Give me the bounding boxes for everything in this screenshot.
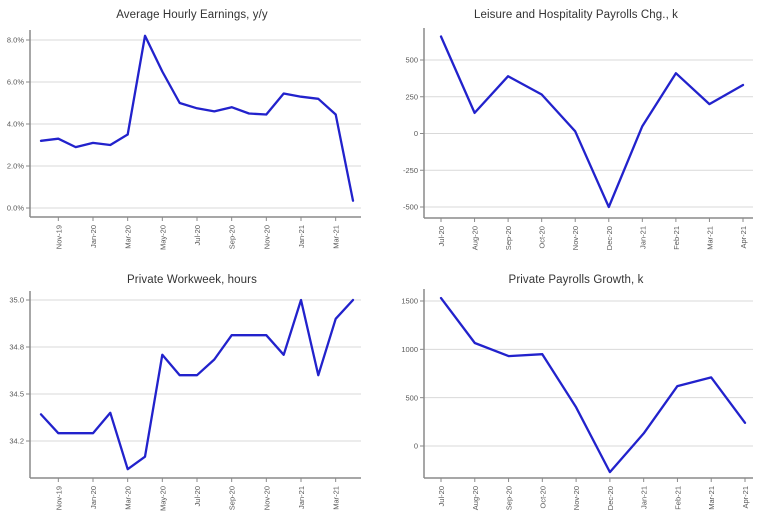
x-axis-label: Nov-19: [54, 225, 63, 249]
chart-private-payrolls-growth: Private Payrolls Growth, k 0 500 1000 1500 J…: [384, 258, 768, 517]
x-axis-label: Nov-19: [54, 486, 63, 510]
x-axis-label: Oct-20: [538, 226, 547, 249]
y-axis-label: -250: [403, 166, 418, 175]
x-axis-label: Jul-20: [193, 225, 202, 245]
chart-title: Private Workweek, hours: [127, 274, 257, 286]
x-axis-label: Sep-20: [504, 226, 513, 250]
y-axis-label: 500: [405, 393, 418, 402]
y-axis-label: -500: [403, 203, 418, 212]
chart-average-hourly-earnings: Average Hourly Earnings, y/y 0.0% 2.0% 4.0…: [0, 0, 384, 258]
data-series-line: [439, 296, 747, 474]
average-hourly-earnings-chart-canvas: 0.0% 2.0% 4.0% 6.0% 8.0% Nov-19 Jan-20 Mar-20 Ma…: [7, 30, 361, 250]
x-axis-label: Jan-21: [297, 486, 306, 509]
x-axis-label: Dec-20: [606, 486, 615, 510]
chart-private-workweek: Private Workweek, hours 34.2 34.5 34.8 35.0…: [0, 258, 384, 517]
y-axis-label: 1500: [401, 297, 418, 306]
y-axis-label: 35.0: [9, 296, 24, 305]
x-axis-label: Sep-20: [505, 486, 514, 510]
y-axis-label: 34.2: [9, 437, 24, 446]
x-axis-label: Jan-21: [638, 226, 647, 249]
x-axis-label: Jul-20: [437, 486, 446, 506]
y-axis-label: 34.5: [9, 390, 24, 399]
chart-title: Leisure and Hospitality Payrolls Chg., k: [473, 9, 679, 21]
data-series-line: [439, 35, 745, 209]
x-axis-label: Nov-20: [571, 226, 580, 250]
data-series-line: [39, 298, 355, 471]
x-axis-label: Sep-20: [228, 225, 237, 249]
x-axis-label: Jul-20: [193, 486, 202, 506]
x-axis-label: Nov-20: [572, 486, 581, 510]
x-axis-label: Jan-21: [297, 225, 306, 248]
y-axis-label: 500: [405, 56, 418, 65]
y-axis-label: 0: [414, 442, 418, 451]
x-axis-label: Jan-20: [89, 225, 98, 248]
leisure-hospitality-payrolls-chart-canvas: -500 -250 0 250 500 Jul-20 Aug-20 Sep-20 Oct-20 N…: [403, 28, 753, 250]
x-axis-label: Jul-20: [437, 226, 446, 246]
x-axis-label: May-20: [158, 486, 167, 511]
x-axis-label: Nov-20: [262, 225, 271, 249]
y-axis-label: 2.0%: [7, 162, 24, 171]
data-series-line: [39, 34, 355, 202]
y-axis-label: 8.0%: [7, 36, 24, 45]
x-axis-label: Nov-20: [262, 486, 271, 510]
y-axis-label: 34.8: [9, 343, 24, 352]
private-payrolls-growth-chart-canvas: 0 500 1000 1500 Jul-20 Aug-20 Sep-20 Oct-20 Nov-…: [401, 289, 753, 510]
x-axis-label: Sep-20: [228, 486, 237, 510]
x-axis-label: May-20: [158, 225, 167, 250]
x-axis-label: Aug-20: [471, 226, 480, 250]
y-axis-label: 1000: [401, 345, 418, 354]
x-axis-label: Mar-21: [332, 225, 341, 249]
x-axis-label: Apr-21: [741, 486, 750, 509]
x-axis-label: Jan-20: [89, 486, 98, 509]
x-axis-label: Jan-21: [640, 486, 649, 509]
private-workweek-chart-canvas: 34.2 34.5 34.8 35.0 Nov-19 Jan-20 Mar-20 May-20…: [9, 291, 361, 511]
x-axis-label: Mar-20: [124, 225, 133, 249]
x-axis-label: Feb-21: [672, 226, 681, 250]
x-axis-label: Apr-21: [739, 226, 748, 249]
x-axis-label: Mar-21: [332, 486, 341, 510]
y-axis-label: 6.0%: [7, 78, 24, 87]
chart-leisure-hospitality-payrolls: Leisure and Hospitality Payrolls Chg., k…: [384, 0, 768, 258]
y-axis-label: 0.0%: [7, 204, 24, 213]
x-axis-label: Feb-21: [673, 486, 682, 510]
x-axis-label: Dec-20: [605, 226, 614, 250]
y-axis-label: 250: [405, 92, 418, 101]
y-axis-label: 0: [414, 129, 418, 138]
x-axis-label: Mar-21: [705, 226, 714, 250]
chart-title: Private Payrolls Growth, k: [508, 274, 644, 286]
y-axis-label: 4.0%: [7, 120, 24, 129]
chart-title: Average Hourly Earnings, y/y: [116, 9, 268, 21]
x-axis-label: Oct-20: [538, 486, 547, 509]
x-axis-label: Mar-21: [707, 486, 716, 510]
x-axis-label: Aug-20: [471, 486, 480, 510]
x-axis-label: Mar-20: [124, 486, 133, 510]
